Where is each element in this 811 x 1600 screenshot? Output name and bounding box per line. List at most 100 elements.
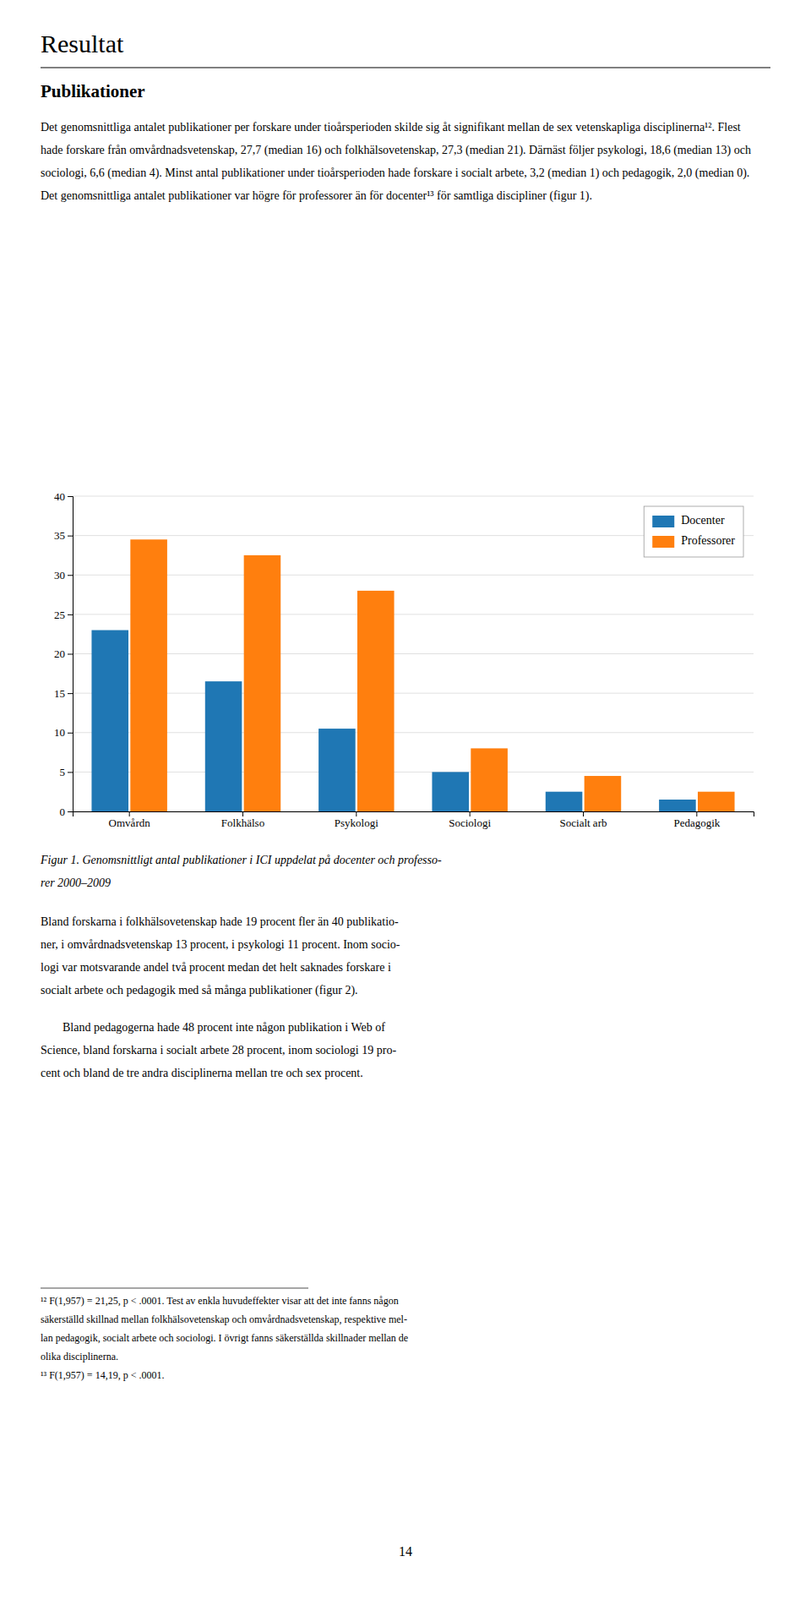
- text-line: lan pedagogik, socialt arbete och sociol…: [40, 1331, 409, 1344]
- text: ¹³ F(1,957) = 14,19, p < .0001.: [40, 1368, 164, 1381]
- bar: [205, 680, 243, 811]
- tick-label: 35: [54, 528, 66, 542]
- bar: [357, 590, 395, 811]
- tick: 40: [54, 489, 73, 503]
- tick-mark: [242, 811, 244, 817]
- tick-mark: [67, 811, 73, 812]
- tick-mark: [67, 653, 73, 655]
- tick: 30: [54, 568, 73, 582]
- paragraph: ¹² F(1,957) = 21,25, p < .0001. Test av …: [40, 1294, 409, 1362]
- bar: [130, 538, 168, 811]
- axis-line: [67, 496, 74, 812]
- text-line: Det genomsnittliga antalet publikationer…: [40, 120, 741, 134]
- text-line: Bland forskarna i folkhälsovetenskap had…: [40, 914, 399, 928]
- tick-label: Sociologi: [448, 816, 491, 829]
- tick-label: 40: [54, 489, 66, 503]
- grid: [72, 495, 754, 811]
- tick: 25: [54, 608, 73, 621]
- tick: 5: [59, 765, 74, 779]
- axis-line: [73, 811, 755, 817]
- paragraph: Bland forskarna i folkhälsovetenskap had…: [40, 914, 401, 997]
- tick-label: Omvårdn: [108, 816, 152, 829]
- bars: [91, 538, 735, 811]
- legend-swatch: [652, 515, 675, 528]
- bar: [431, 771, 469, 811]
- grid-line: [72, 613, 754, 615]
- tick-label: Pedagogik: [673, 816, 720, 829]
- paragraph: Det genomsnittliga antalet publikationer…: [40, 120, 752, 203]
- tick-label: Folkhälso: [221, 816, 265, 829]
- paragraph: Figur 1. Genomsnittligt antal publikatio…: [39, 853, 442, 889]
- tick-mark: [129, 811, 131, 817]
- tick-mark: [469, 811, 471, 817]
- text: 14: [398, 1543, 413, 1558]
- text-line: Bland pedagogerna hade 48 procent inte n…: [62, 1020, 386, 1034]
- tick-label: 15: [54, 686, 66, 700]
- rule: [40, 67, 771, 69]
- grid-line: [72, 574, 754, 576]
- tick-mark: [67, 732, 73, 734]
- page: Resultat Publikationer Det genomsnittliga …: [0, 0, 811, 1600]
- tick-label: 5: [59, 765, 66, 779]
- tick-label: 30: [54, 568, 66, 582]
- legend-label: Docenter: [680, 513, 725, 527]
- tick-mark: [67, 574, 73, 576]
- tick: Psykologi: [334, 811, 379, 829]
- text: Publikationer: [40, 81, 146, 102]
- grid-line: [72, 771, 754, 773]
- legend-item: Professorer: [652, 533, 735, 548]
- bar: [584, 775, 622, 811]
- bar: [470, 747, 508, 811]
- bar: [318, 728, 356, 811]
- footnote-rule: [40, 1287, 309, 1289]
- text-line: ner, i omvårdnadsvetenskap 13 procent, i…: [40, 937, 401, 951]
- tick: 10: [54, 725, 73, 739]
- grid-line: [72, 495, 754, 497]
- text-line: rer 2000–2009: [40, 876, 111, 889]
- tick-mark: [67, 692, 73, 694]
- bar: [545, 791, 583, 811]
- grid-line: [72, 731, 754, 733]
- tick-label: 10: [54, 725, 66, 739]
- text-line: hade forskare från omvårdnadsvetenskap, …: [40, 143, 752, 158]
- text-line: logi var motsvarande andel två procent m…: [40, 960, 392, 974]
- text-line: Det genomsnittliga antalet publikationer…: [40, 189, 593, 203]
- text-line: olika disciplinerna.: [40, 1349, 119, 1362]
- paragraph: Bland pedagogerna hade 48 procent inte n…: [40, 1020, 397, 1079]
- chart: 0 5 10 15 20 25 30 35 40 Omvårdn Folkhälso Psykolog…: [54, 489, 755, 830]
- tick: Folkhälso: [221, 811, 265, 829]
- text-line: Science, bland forskarna i socialt arbet…: [40, 1043, 397, 1056]
- tick-label: Socialt arb: [560, 816, 608, 829]
- tick: 0: [59, 805, 74, 818]
- tick: 20: [54, 647, 73, 660]
- bar-series: [130, 538, 735, 811]
- grid-line: [72, 692, 754, 694]
- text-line: säkerställd skillnad mellan folkhälsovet…: [40, 1312, 408, 1325]
- tick-mark: [67, 495, 73, 497]
- bar: [658, 799, 697, 811]
- legend-label: Professorer: [680, 533, 735, 547]
- legend-box: [643, 506, 744, 557]
- legend-swatch: [652, 535, 675, 548]
- text-line: Figur 1. Genomsnittligt antal publikatio…: [39, 853, 442, 866]
- bar: [697, 791, 735, 811]
- tick-mark: [355, 811, 357, 817]
- legend: Docenter Professorer: [643, 506, 744, 557]
- text-line: socialt arbete och pedagogik med så mång…: [40, 983, 359, 997]
- tick: 35: [54, 528, 73, 542]
- y-axis: 0 5 10 15 20 25 30 35 40: [54, 489, 74, 818]
- text-line: cent och bland de tre andra disciplinern…: [40, 1066, 364, 1079]
- tick-mark: [582, 811, 584, 817]
- text: Resultat: [40, 29, 125, 58]
- tick: Sociologi: [448, 811, 491, 829]
- tick-mark: [696, 811, 697, 817]
- tick-label: Psykologi: [334, 816, 379, 829]
- tick: Socialt arb: [560, 811, 608, 829]
- bar: [91, 630, 129, 811]
- tick-mark: [67, 614, 73, 616]
- tick-label: 0: [59, 805, 66, 818]
- text-line: ¹² F(1,957) = 21,25, p < .0001. Test av …: [40, 1294, 399, 1307]
- grid-line: [72, 653, 754, 654]
- text-line: sociologi, 6,6 (median 4). Minst antal p…: [40, 166, 750, 180]
- tick-label: 25: [54, 608, 66, 621]
